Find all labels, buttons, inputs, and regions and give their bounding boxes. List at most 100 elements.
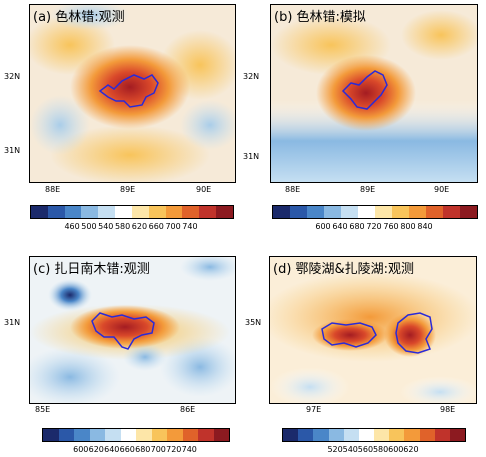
colorbar-swatch — [115, 206, 132, 218]
colorbar-swatch — [290, 206, 307, 218]
colorbar-labels: 460 500 540 580 620 660 700 740 — [30, 222, 232, 232]
colorbar-swatch — [324, 206, 341, 218]
colorbar-swatch — [136, 429, 152, 441]
map-a — [29, 4, 236, 183]
colorbar-swatch — [404, 429, 420, 441]
lon-tick: 88E — [45, 185, 61, 194]
colorbar-label: 580 — [372, 445, 389, 454]
colorbar-label: 520 — [327, 445, 343, 454]
colorbar-swatch — [47, 206, 65, 218]
colorbar-label: 740 — [181, 445, 197, 454]
colorbar-swatch — [343, 429, 359, 441]
colorbar-swatch — [213, 429, 229, 441]
lat-tick: 31N — [4, 318, 21, 327]
lon-tick: 86E — [180, 405, 196, 414]
colorbar-swatch — [341, 206, 358, 218]
colorbar-swatch — [120, 429, 136, 441]
colorbar-label: 640 — [332, 222, 348, 231]
map-c — [29, 256, 236, 404]
colorbar-label: 620 — [88, 445, 104, 454]
lon-tick: 98E — [440, 405, 456, 414]
lon-tick: 90E — [434, 185, 450, 194]
colorbar-swatch — [392, 206, 409, 218]
colorbar-swatch — [182, 206, 200, 218]
colorbar-label: 800 — [400, 222, 416, 231]
panel-title: (d) 鄂陵湖&扎陵湖:观测 — [273, 262, 415, 277]
colorbar-label: 600 — [388, 445, 404, 454]
colorbar — [42, 428, 230, 442]
colorbar-label: 640 — [104, 445, 120, 454]
colorbar-swatch — [374, 429, 390, 441]
colorbar-label: 500 — [81, 222, 97, 231]
lat-tick: 32N — [243, 72, 260, 81]
colorbar-swatch — [64, 206, 82, 218]
colorbar-label: 700 — [150, 445, 166, 454]
colorbar-swatch — [148, 206, 166, 218]
colorbar-labels: 600 640 680 720 760 800 840 — [272, 222, 476, 232]
colorbar-swatch — [460, 206, 477, 218]
colorbar-swatch — [165, 206, 183, 218]
colorbar-swatch — [298, 429, 314, 441]
colorbar-label: 600 — [73, 445, 89, 454]
panel-title: (c) 扎日南木错:观测 — [33, 262, 150, 277]
colorbar-swatch — [434, 429, 450, 441]
panel-title: (b) 色林错:模拟 — [274, 10, 366, 25]
colorbar-label: 720 — [366, 222, 382, 231]
map-a-field — [30, 5, 235, 182]
colorbar-swatch — [58, 429, 74, 441]
colorbar-swatch — [358, 206, 375, 218]
colorbar-swatch — [182, 429, 198, 441]
lat-tick: 31N — [4, 146, 21, 155]
colorbar-swatch — [375, 206, 392, 218]
colorbar-label: 760 — [383, 222, 399, 231]
colorbar-label: 700 — [165, 222, 181, 231]
colorbar-label: 540 — [342, 445, 358, 454]
colorbar-label: 580 — [114, 222, 131, 231]
colorbar-label: 620 — [131, 222, 148, 231]
colorbar-swatch — [283, 429, 299, 441]
colorbar-swatch — [389, 429, 405, 441]
colorbar-swatch — [43, 429, 59, 441]
colorbar — [282, 428, 466, 442]
lat-tick: 32N — [4, 72, 21, 81]
colorbar-swatch — [449, 429, 466, 441]
colorbar-swatch — [198, 429, 214, 441]
colorbar-label: 740 — [182, 222, 198, 231]
colorbar-label: 620 — [403, 445, 419, 454]
lon-tick: 90E — [196, 185, 212, 194]
lon-tick: 97E — [306, 405, 322, 414]
lon-tick: 89E — [120, 185, 136, 194]
map-d-field — [270, 257, 476, 403]
colorbar-labels: 600 620 640 660 680 700 720 740 — [42, 445, 228, 455]
colorbar-swatch — [409, 206, 426, 218]
colorbar-swatch — [89, 429, 105, 441]
lat-tick: 35N — [245, 318, 262, 327]
colorbar-label: 720 — [166, 445, 182, 454]
lon-tick: 89E — [360, 185, 376, 194]
colorbar-label: 600 — [315, 222, 331, 231]
colorbar-label: 680 — [135, 445, 151, 454]
colorbar-swatch — [167, 429, 183, 441]
lon-tick: 85E — [35, 405, 51, 414]
colorbar-label: 540 — [98, 222, 114, 231]
lat-tick: 31N — [243, 152, 260, 161]
colorbar-labels: 520 540 560 580 600 620 — [282, 445, 464, 455]
colorbar-swatch — [358, 429, 375, 441]
colorbar-swatch — [151, 429, 167, 441]
colorbar-swatch — [105, 429, 121, 441]
colorbar-swatch — [307, 206, 324, 218]
colorbar-swatch — [313, 429, 329, 441]
map-c-field — [30, 257, 235, 403]
colorbar — [272, 205, 478, 219]
map-b — [270, 4, 478, 183]
colorbar-swatch — [31, 206, 48, 218]
colorbar-swatch — [426, 206, 443, 218]
lon-tick: 88E — [285, 185, 301, 194]
colorbar-swatch — [216, 206, 233, 218]
colorbar-label: 660 — [119, 445, 135, 454]
colorbar-swatch — [81, 206, 99, 218]
panel-title: (a) 色林错:观测 — [33, 10, 125, 25]
map-b-field — [271, 5, 477, 182]
colorbar-swatch — [443, 206, 460, 218]
map-d — [269, 256, 477, 404]
